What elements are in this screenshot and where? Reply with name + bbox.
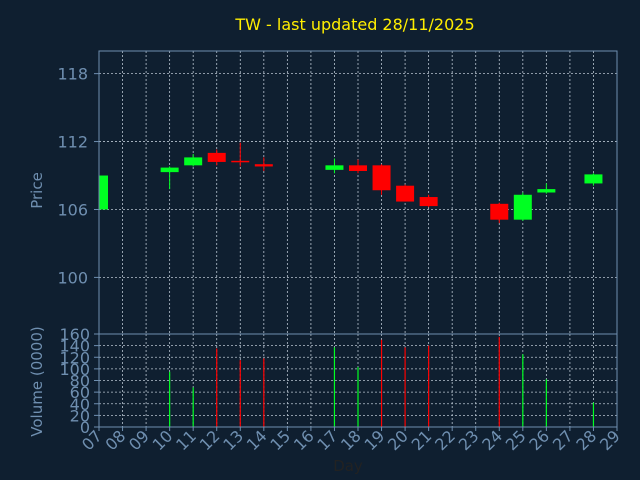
volume-tick-label: 120 [59, 348, 90, 367]
day-tick-label: 29 [596, 426, 624, 454]
price-candles [98, 142, 603, 224]
price-tick-label: 112 [57, 133, 88, 152]
candle-body [184, 157, 203, 166]
price-tick-label: 106 [57, 200, 88, 219]
candle-body [584, 174, 603, 184]
volume-tick-label: 60 [70, 383, 90, 402]
candle-body [325, 165, 344, 170]
candle-body [513, 194, 532, 220]
candle-body [231, 160, 250, 163]
volume-tick-label: 140 [59, 337, 90, 356]
chart-title: TW - last updated 28/11/2025 [234, 15, 474, 34]
day-axis: 0708091011121314151617181920212223242526… [78, 426, 624, 454]
volume-axis-label: Volume (0000) [28, 326, 46, 436]
volume-tick-label: 100 [59, 360, 90, 379]
candle-body [490, 203, 509, 220]
candle-body [349, 165, 367, 171]
volume-tick-label: 160 [59, 325, 90, 344]
volume-tick-label: 40 [70, 395, 90, 414]
volume-tick-label: 0 [80, 418, 90, 437]
price-tick-label: 100 [57, 268, 88, 287]
candle-body [396, 185, 415, 202]
candle-body [254, 164, 273, 167]
candle-body [160, 167, 179, 173]
candle-body [372, 165, 391, 191]
price-tick-label: 118 [57, 65, 88, 84]
volume-bars [169, 336, 595, 427]
candle-body [419, 197, 438, 207]
price-axis-label: Price [28, 172, 46, 209]
price-axis: 100 106 112 118 [57, 65, 99, 287]
volume-tick-label: 20 [70, 406, 90, 425]
candle-body [207, 152, 226, 162]
candle-body [537, 189, 556, 193]
volume-tick-label: 80 [70, 372, 90, 391]
candle-body [99, 175, 108, 210]
day-axis-label: Day [333, 457, 363, 475]
